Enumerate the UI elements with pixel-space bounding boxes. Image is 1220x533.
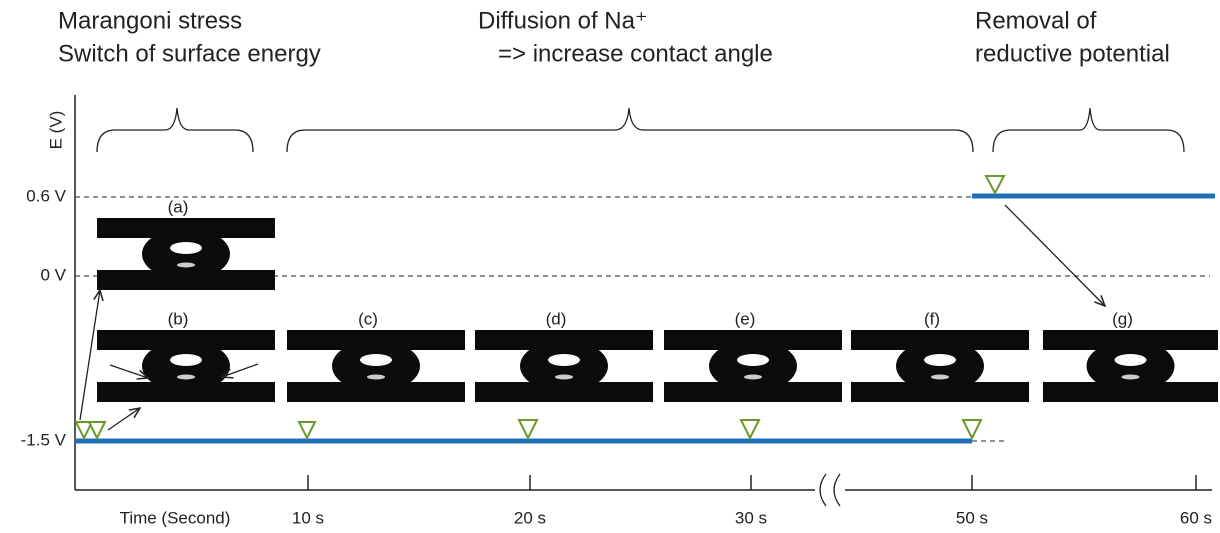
x-axis-label: Time (Second) — [120, 508, 231, 527]
braces — [97, 108, 1184, 152]
droplet-image — [851, 330, 1029, 402]
droplet-image — [287, 330, 465, 402]
annotation: Marangoni stress — [58, 7, 242, 34]
panel-label: (c) — [358, 309, 378, 328]
x-tick-label: 50 s — [956, 508, 988, 527]
figure: Marangoni stress Switch of surface energ… — [0, 0, 1220, 533]
highlight — [177, 263, 195, 268]
annotation: Removal of — [975, 7, 1097, 34]
panels: (a) (b) (c) (d) (e) (f) (g) — [97, 197, 1218, 402]
x-tick-label: 60 s — [1180, 508, 1212, 527]
annotation: => increase contact angle — [498, 40, 773, 67]
panel-label: (e) — [735, 309, 756, 328]
droplet-image — [1043, 330, 1218, 402]
droplet-image — [664, 330, 842, 402]
highlight — [931, 375, 949, 380]
droplet-image — [475, 330, 653, 402]
panel-label: (b) — [168, 309, 189, 328]
highlight — [1122, 375, 1140, 380]
panel-label: (d) — [546, 309, 567, 328]
droplet-image — [97, 218, 275, 290]
panel-label: (f) — [924, 309, 940, 328]
highlight — [360, 354, 392, 366]
highlight — [170, 242, 202, 254]
highlight — [177, 375, 195, 380]
level-label: -1.5 V — [21, 430, 67, 449]
highlight — [737, 354, 769, 366]
axes — [75, 95, 1212, 490]
annotation: reductive potential — [975, 40, 1170, 67]
droplet-image — [97, 330, 275, 402]
annotation: Switch of surface energy — [58, 40, 321, 67]
highlight — [170, 354, 202, 366]
highlight — [924, 354, 956, 366]
highlight — [555, 375, 573, 380]
highlight — [1115, 354, 1147, 366]
x-tick-label: 10 s — [292, 508, 324, 527]
level-label: 0 V — [40, 265, 66, 284]
x-tick-label: 30 s — [735, 508, 767, 527]
highlight — [548, 354, 580, 366]
annotation: Diffusion of Na⁺ — [478, 7, 648, 34]
panel-label: (a) — [168, 197, 189, 216]
y-axis-label: E (V) — [46, 111, 65, 150]
level-label: 0.6 V — [26, 186, 66, 205]
x-tick-label: 20 s — [514, 508, 546, 527]
panel-label: (g) — [1112, 309, 1133, 328]
highlight — [744, 375, 762, 380]
highlight — [367, 375, 385, 380]
